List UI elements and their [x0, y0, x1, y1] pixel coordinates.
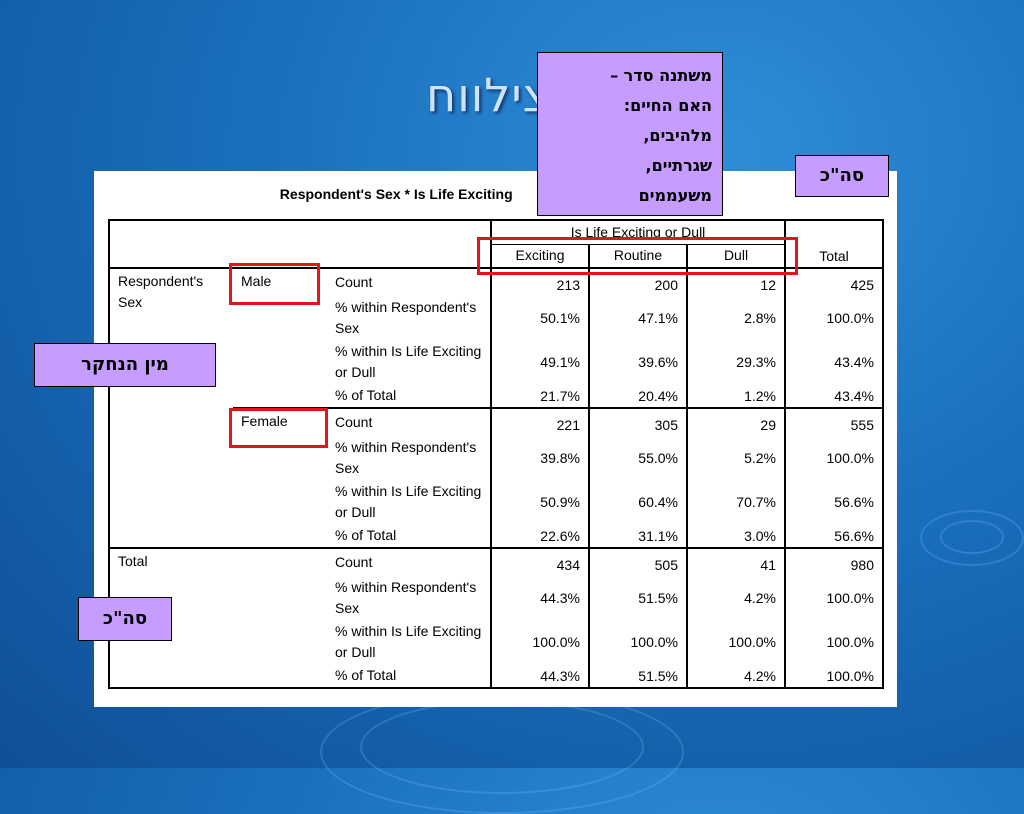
- data-cell: 51.5%: [588, 576, 687, 620]
- callout-total-top: סה"כ: [795, 155, 889, 197]
- data-cell: 29.3%: [686, 340, 785, 384]
- total-cell: 980: [784, 547, 883, 576]
- table-row: % within Is Life Exciting or Dull 100.0% 1…: [109, 620, 883, 664]
- data-cell: 51.5%: [588, 664, 687, 688]
- data-cell: 4.2%: [686, 576, 785, 620]
- crosstab-table: Is Life Exciting or Dull Total Exciting …: [108, 219, 884, 689]
- slide-title: ת צילווח: [426, 68, 598, 122]
- header-col-routine: Routine: [588, 244, 687, 269]
- statistic-label: Count: [327, 407, 491, 436]
- total-cell: 555: [784, 407, 883, 436]
- data-cell: 49.1%: [490, 340, 589, 384]
- statistic-label: Count: [327, 547, 491, 576]
- data-cell: 60.4%: [588, 480, 687, 524]
- total-cell: 100.0%: [784, 436, 883, 480]
- data-cell: 44.3%: [490, 664, 589, 688]
- statistic-label: % within Is Life Exciting or Dull: [335, 483, 482, 520]
- total-cell: 100.0%: [784, 620, 883, 664]
- data-cell: 55.0%: [588, 436, 687, 480]
- statistic-label: % within Respondent's Sex: [335, 439, 477, 476]
- table-title-text: Respondent's Sex * Is Life Exciting: [279, 186, 513, 202]
- callout-variable-note: משתנה סדר – האם החיים: מלהיבים, שגרתיים,…: [537, 52, 723, 216]
- header-col-dull: Dull: [686, 244, 785, 269]
- table-row: % within Respondent's Sex 50.1% 47.1% 2.8% 1…: [109, 296, 883, 340]
- data-cell: 29: [686, 407, 785, 436]
- data-cell: 3.0%: [686, 524, 785, 548]
- table-row: % of Total 22.6% 31.1% 3.0% 56.6%: [109, 524, 883, 548]
- data-cell: 39.8%: [490, 436, 589, 480]
- data-cell: 505: [588, 547, 687, 576]
- header-group: Is Life Exciting or Dull: [490, 220, 785, 245]
- highlight-female: [229, 408, 328, 448]
- header-total: Total: [784, 220, 883, 269]
- table-row: % of Total 44.3% 51.5% 4.2% 100.0%: [109, 664, 883, 688]
- statistic-label: % within Is Life Exciting or Dull: [335, 623, 482, 660]
- callout-line: האם החיים:: [623, 96, 712, 115]
- row-label-empty: [109, 408, 233, 548]
- callout-sex-label: מין הנחקר: [34, 343, 216, 387]
- data-cell: 41: [686, 547, 785, 576]
- data-cell: 100.0%: [588, 620, 687, 664]
- statistic-label: % of Total: [335, 527, 397, 543]
- group-label: Male: [241, 273, 272, 289]
- total-cell: 43.4%: [784, 384, 883, 408]
- total-cell: 43.4%: [784, 340, 883, 384]
- statistic-label: % of Total: [335, 667, 397, 683]
- data-cell: 50.1%: [490, 296, 589, 340]
- total-cell: 425: [784, 268, 883, 296]
- data-cell: 31.1%: [588, 524, 687, 548]
- statistic-label: % within Is Life Exciting or Dull: [335, 343, 482, 380]
- data-cell: 20.4%: [588, 384, 687, 408]
- table-row: % within Respondent's Sex 39.8% 55.0% 5.2% 1…: [109, 436, 883, 480]
- table-row: Female Count 221 305 29 555: [109, 407, 883, 548]
- table-row: % of Total 21.7% 20.4% 1.2% 43.4%: [109, 384, 883, 408]
- highlight-male: [229, 263, 320, 305]
- highlight-column-headers: [477, 237, 798, 275]
- table-row: % within Is Life Exciting or Dull 49.1% 39…: [109, 340, 883, 384]
- statistic-label: % within Respondent's Sex: [335, 299, 477, 336]
- row-label-sex: Respondent's Sex: [109, 267, 233, 408]
- data-cell: 44.3%: [490, 576, 589, 620]
- total-cell: 100.0%: [784, 576, 883, 620]
- ripple-decoration: [320, 690, 684, 814]
- data-cell: 47.1%: [588, 296, 687, 340]
- total-cell: 100.0%: [784, 664, 883, 688]
- total-cell: 56.6%: [784, 524, 883, 548]
- data-cell: 4.2%: [686, 664, 785, 688]
- table-row: Total Count 434 505 41 980: [109, 547, 883, 688]
- data-cell: 5.2%: [686, 436, 785, 480]
- data-cell: 434: [490, 547, 589, 576]
- data-cell: 21.7%: [490, 384, 589, 408]
- table-row: % within Is Life Exciting or Dull 50.9% 60…: [109, 480, 883, 524]
- statistic-label: % of Total: [335, 387, 397, 403]
- table-row: % within Respondent's Sex 44.3% 51.5% 4.2% 1…: [109, 576, 883, 620]
- group-label: [233, 547, 327, 688]
- data-cell: 39.6%: [588, 340, 687, 384]
- data-cell: 100.0%: [490, 620, 589, 664]
- group-label: Female: [233, 407, 327, 548]
- data-cell: 100.0%: [686, 620, 785, 664]
- callout-total-bottom: סה"כ: [78, 597, 172, 641]
- callout-line: שגרתיים,: [645, 156, 712, 175]
- data-cell: 305: [588, 407, 687, 436]
- total-cell: 100.0%: [784, 296, 883, 340]
- header-col-exciting: Exciting: [490, 244, 589, 269]
- data-cell: 50.9%: [490, 480, 589, 524]
- statistic-label: Count: [335, 274, 373, 290]
- header-corner: [109, 220, 491, 269]
- total-cell: 56.6%: [784, 480, 883, 524]
- callout-line: מלהיבים,: [643, 126, 712, 145]
- data-cell: 221: [490, 407, 589, 436]
- table-title: Respondent's Sex * Is Life Excitingn: [94, 186, 897, 202]
- data-cell: 2.8%: [686, 296, 785, 340]
- ripple-decoration: [920, 510, 1024, 566]
- statistic-label: % within Respondent's Sex: [335, 579, 477, 616]
- callout-line: משתנה סדר –: [610, 66, 712, 85]
- callout-line: משעממים: [638, 186, 712, 205]
- data-cell: 1.2%: [686, 384, 785, 408]
- data-cell: 22.6%: [490, 524, 589, 548]
- data-cell: 70.7%: [686, 480, 785, 524]
